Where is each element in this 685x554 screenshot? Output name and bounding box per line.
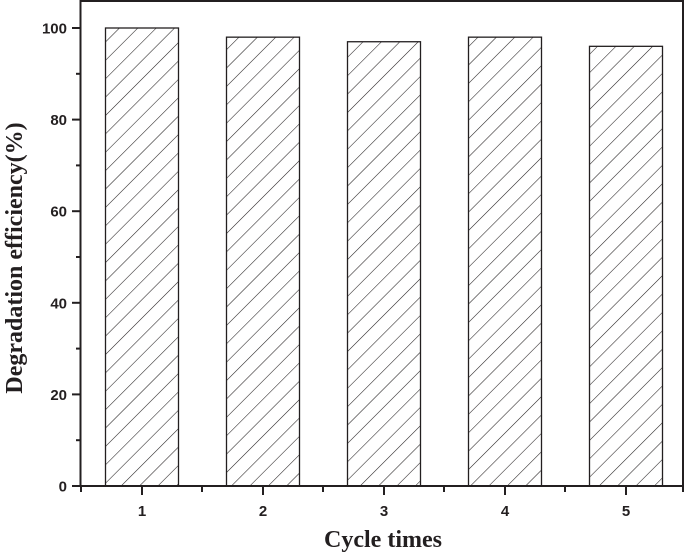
- x-tick-label: 5: [622, 503, 630, 520]
- bars-group: [104, 27, 664, 487]
- x-tick-label: 3: [380, 503, 388, 520]
- bar-cycle-1: [104, 27, 180, 487]
- bar-cycle-2: [225, 36, 301, 487]
- x-axis: 1 2 3 4 5: [80, 486, 684, 520]
- plot-frame: [79, 0, 684, 487]
- bar-cycle-4: [467, 36, 543, 487]
- x-tick-label: 2: [259, 503, 267, 520]
- y-axis-title: Degradation efficiency(%): [2, 122, 28, 393]
- y-tick-label: 80: [50, 112, 67, 129]
- y-axis: 0 20 40 60 80 100: [42, 21, 81, 496]
- bar-cycle-3: [346, 41, 422, 487]
- y-tick-label: 60: [50, 204, 67, 221]
- y-tick-label: 0: [59, 479, 67, 496]
- x-tick-label: 4: [501, 503, 510, 520]
- y-tick-label: 40: [50, 295, 67, 312]
- y-tick-label: 100: [42, 21, 67, 38]
- y-tick-label: 20: [50, 387, 67, 404]
- x-axis-title: Cycle times: [324, 527, 442, 553]
- x-tick-label: 1: [138, 503, 146, 520]
- bar-cycle-5: [588, 45, 664, 487]
